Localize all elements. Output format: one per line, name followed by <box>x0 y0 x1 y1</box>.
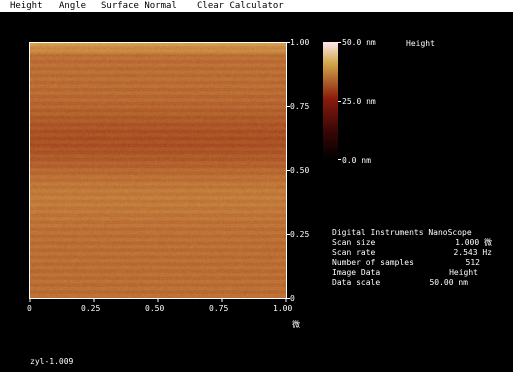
x-tick-label: 0.25 <box>81 304 101 313</box>
colorbar-label-max: 50.0 nm <box>342 38 376 47</box>
x-tick-label: 0.75 <box>209 304 229 313</box>
height-image <box>30 42 286 298</box>
menu-clear-calculator[interactable]: Clear Calculator <box>197 1 284 11</box>
y-tick-label: 0.75 <box>290 102 310 111</box>
y-tick-label: 0 <box>290 294 295 303</box>
info-value: 50.00 nm <box>429 278 468 287</box>
info-label: Image Data <box>332 268 381 277</box>
info-label: Data scale <box>332 278 381 287</box>
y-tick-label: 1.00 <box>290 38 310 47</box>
colorbar-title: Height <box>406 39 435 48</box>
info-header-text: Digital Instruments NanoScope <box>332 228 472 237</box>
y-tick-label: 0.50 <box>290 166 310 175</box>
info-label: Number of samples <box>332 258 414 267</box>
menu-height[interactable]: Height <box>10 1 43 11</box>
colorbar-label-min: 0.0 nm <box>342 156 371 165</box>
info-label: Scan rate <box>332 248 376 257</box>
x-tick-label: 0.50 <box>145 304 165 313</box>
y-tick-label: 0.25 <box>290 230 310 239</box>
x-axis-unit: 微 <box>292 320 300 329</box>
colorbar <box>323 42 338 160</box>
info-label: Scan size <box>332 238 376 247</box>
info-value: 1.000 微 <box>455 238 492 247</box>
colorbar-label-mid: 25.0 nm <box>342 97 376 106</box>
file-name: zyl-1.009 <box>30 357 74 366</box>
menu-bar: Height Angle Surface Normal Clear Calcul… <box>0 0 513 12</box>
info-value: 512 <box>465 258 480 267</box>
x-tick-label: 1.00 <box>273 304 293 313</box>
info-value: Height <box>449 268 478 277</box>
menu-angle[interactable]: Angle <box>59 1 87 11</box>
menu-surface-normal[interactable]: Surface Normal <box>101 1 177 11</box>
info-value: 2.543 Hz <box>453 248 492 257</box>
x-tick-label: 0 <box>27 304 32 313</box>
